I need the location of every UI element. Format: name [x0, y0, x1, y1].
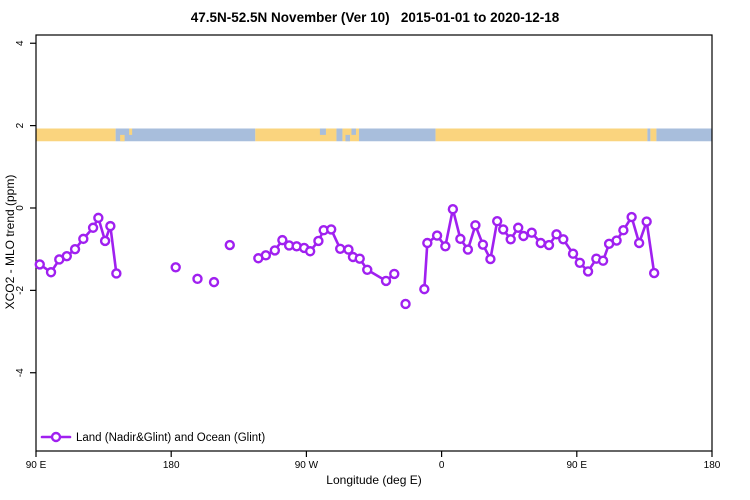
- data-point-marker: [61, 250, 72, 262]
- plot-frame: [35, 34, 713, 452]
- map-strip-segment-land: [650, 128, 657, 142]
- data-point-marker: [485, 253, 496, 265]
- map-strip-segment-land: [36, 128, 116, 142]
- data-point-marker: [34, 259, 45, 270]
- data-point-marker: [260, 250, 272, 261]
- map-strip-segment-land: [255, 128, 337, 142]
- data-point-marker: [477, 239, 489, 250]
- data-point-marker: [400, 298, 411, 310]
- data-point-marker: [313, 235, 324, 247]
- data-point-marker: [192, 273, 203, 285]
- data-point-marker: [574, 257, 586, 268]
- x-axis-ticks: 90 E 180 90 W 0 90 E 180: [26, 451, 721, 471]
- data-point-marker: [558, 234, 569, 245]
- data-point-marker: [455, 233, 466, 245]
- data-point-marker: [269, 245, 281, 256]
- map-strip-patch-ocean: [351, 128, 356, 135]
- map-strip-patch-land: [129, 128, 133, 135]
- data-point-marker: [69, 243, 81, 255]
- data-point-marker: [551, 229, 562, 240]
- data-point-marker: [389, 268, 400, 280]
- data-point-marker: [597, 255, 609, 266]
- data-point-marker: [633, 237, 645, 249]
- data-point-marker: [93, 212, 104, 224]
- data-point-marker: [304, 246, 316, 257]
- data-point-marker: [648, 267, 660, 279]
- data-point-marker: [325, 224, 337, 235]
- y-tick-label: -4: [15, 368, 26, 377]
- data-point-marker: [419, 283, 430, 295]
- data-point-marker: [505, 234, 516, 245]
- data-point-marker: [440, 241, 451, 252]
- data-series: [34, 204, 660, 310]
- series-line: [423, 207, 656, 291]
- data-point-marker: [497, 224, 509, 235]
- data-point-marker: [582, 266, 594, 277]
- map-strip-segment-land: [435, 128, 648, 142]
- map-strip-segment-ocean: [336, 128, 343, 142]
- data-point-marker: [335, 243, 346, 254]
- x-tick-label: 180: [704, 460, 721, 471]
- map-strip-patch-ocean: [345, 134, 350, 142]
- data-point-marker: [45, 267, 57, 278]
- x-tick-label: 0: [439, 460, 445, 471]
- x-tick-label: 90 E: [567, 460, 588, 471]
- x-tick-label: 90 E: [26, 460, 47, 471]
- map-strip-patch-land: [120, 134, 125, 142]
- x-tick-label: 90 W: [295, 460, 319, 471]
- data-point-marker: [111, 268, 122, 279]
- data-point-marker: [526, 227, 537, 238]
- y-tick-label: 0: [15, 205, 26, 211]
- data-point-marker: [208, 276, 220, 288]
- map-strip-segment-ocean: [656, 128, 712, 142]
- data-point-marker: [87, 222, 99, 233]
- x-axis-label: Longitude (deg E): [326, 473, 422, 487]
- y-axis-ticks: -4 -2 0 2 4: [15, 40, 36, 377]
- data-point-marker: [277, 234, 288, 246]
- data-point-marker: [535, 237, 546, 249]
- data-point-marker: [99, 235, 111, 247]
- data-point-marker: [354, 253, 365, 264]
- data-point-marker: [513, 222, 524, 233]
- data-point-marker: [618, 225, 629, 236]
- data-point-marker: [462, 244, 474, 255]
- map-strip-segment-land: [342, 128, 359, 142]
- data-point-marker: [380, 275, 392, 287]
- data-point-marker: [447, 204, 459, 215]
- data-point-marker: [431, 230, 443, 241]
- chart-title: 47.5N-52.5N November (Ver 10) 2015-01-01…: [190, 10, 560, 25]
- data-point-marker: [518, 230, 529, 242]
- map-strip-patch-ocean: [319, 128, 326, 135]
- data-point-marker: [470, 220, 481, 231]
- legend-marker: [50, 431, 62, 443]
- legend-label: Land (Nadir&Glint) and Ocean (Glint): [76, 432, 265, 444]
- map-strip-segment-ocean: [647, 128, 651, 142]
- map-strip-segment-ocean: [358, 128, 436, 142]
- data-point-marker: [105, 220, 116, 232]
- data-point-marker: [362, 264, 373, 275]
- data-point-marker: [543, 239, 555, 251]
- map-strip-segment-ocean: [115, 128, 256, 142]
- data-point-marker: [626, 211, 637, 223]
- data-point-marker: [78, 233, 89, 245]
- data-point-marker: [343, 244, 354, 255]
- data-point-marker: [491, 215, 503, 227]
- y-tick-label: -2: [15, 285, 26, 294]
- land-ocean-map-strip: [36, 128, 712, 142]
- y-tick-label: 4: [15, 40, 26, 46]
- x-tick-label: 180: [163, 460, 180, 471]
- legend: Land (Nadir&Glint) and Ocean (Glint): [40, 431, 265, 444]
- data-point-marker: [611, 235, 622, 246]
- data-point-marker: [422, 237, 433, 249]
- data-point-marker: [641, 216, 652, 227]
- data-point-marker: [567, 248, 579, 259]
- data-point-marker: [170, 262, 181, 273]
- data-point-marker: [224, 239, 235, 251]
- y-tick-label: 2: [15, 122, 26, 128]
